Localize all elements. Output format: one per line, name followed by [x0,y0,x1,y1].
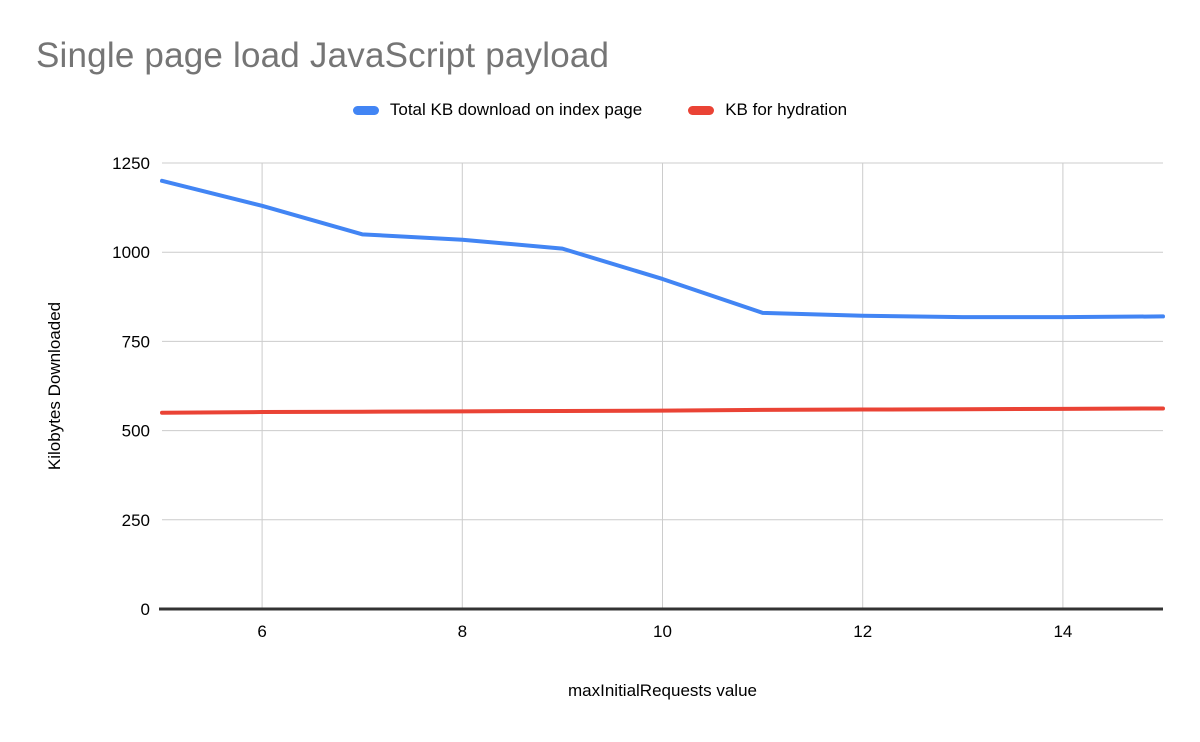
series-line-total-kb [160,178,1165,320]
legend: Total KB download on index page KB for h… [0,100,1200,120]
legend-item-hydration: KB for hydration [688,100,847,120]
y-tick-label-250: 250 [122,511,150,530]
series-line-hydration [160,406,1165,415]
y-tick-label-750: 750 [122,332,150,351]
y-tick-label-0: 0 [141,600,150,619]
x-axis-title: maxInitialRequests value [568,681,757,700]
legend-label-total-kb: Total KB download on index page [389,100,643,119]
legend-item-total-kb: Total KB download on index page [352,100,643,120]
y-tick-label-1000: 1000 [112,243,150,262]
x-tick-label-8: 8 [458,622,467,641]
x-tick-label-12: 12 [853,622,872,641]
x-tick-label-6: 6 [257,622,266,641]
y-tick-label-500: 500 [122,422,150,441]
chart-title: Single page load JavaScript payload [36,36,610,75]
x-tick-label-10: 10 [653,622,672,641]
y-tick-label-1250: 1250 [112,154,150,173]
x-tick-label-14: 14 [1053,622,1072,641]
legend-swatch-hydration [688,105,715,115]
legend-swatch-total-kb [352,105,379,115]
y-axis-title: Kilobytes Downloaded [45,301,64,471]
legend-label-hydration: KB for hydration [725,100,848,119]
